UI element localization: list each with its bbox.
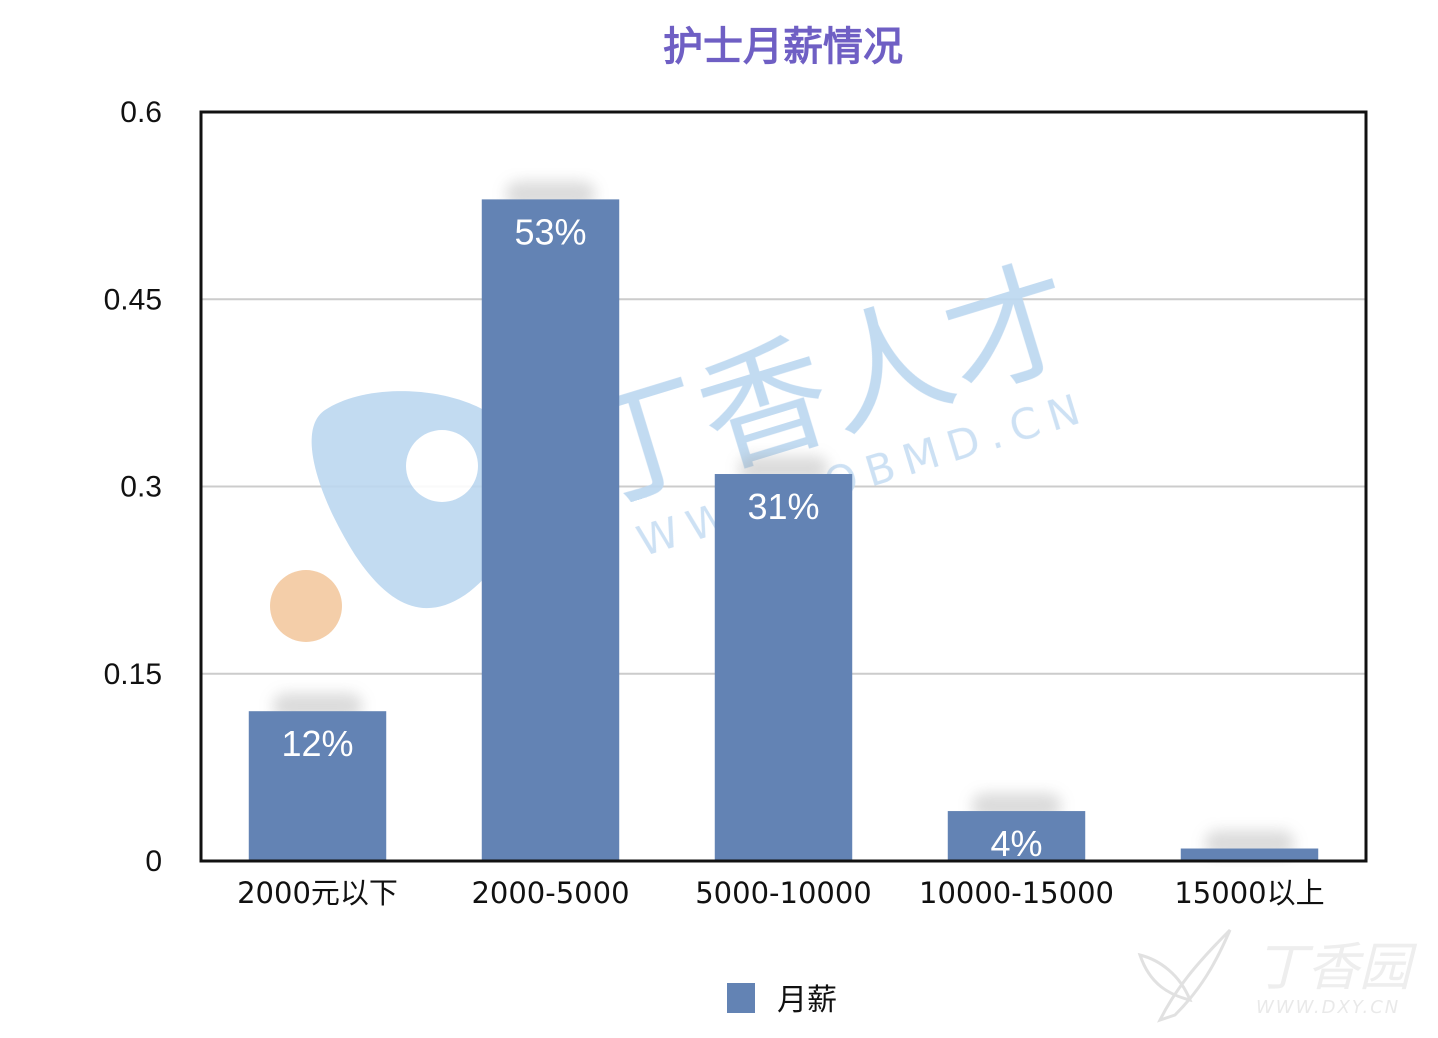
corner-watermark-url: WWW.DXY.CN xyxy=(1256,997,1400,1018)
y-tick-label: 0.6 xyxy=(120,96,162,129)
legend-swatch xyxy=(727,983,755,1013)
y-tick-label: 0.15 xyxy=(104,658,162,691)
x-tick-label: 2000-5000 xyxy=(471,876,629,910)
chart-title: 护士月薪情况 xyxy=(663,24,903,70)
bar xyxy=(947,811,1086,861)
watermark-logo: 丁香人才 WWW.JOBMD.CN xyxy=(270,241,1095,642)
data-labels: 12% 53% 31% 4% 1% xyxy=(281,211,1275,901)
bar xyxy=(248,711,387,861)
legend-label: 月薪 xyxy=(777,983,837,1018)
bar-data-label: 1% xyxy=(1223,861,1275,902)
bar xyxy=(1180,848,1319,861)
watermark-drop-icon xyxy=(311,391,526,609)
x-tick-label: 10000-15000 xyxy=(919,876,1114,910)
bar-data-label: 53% xyxy=(514,211,586,252)
bar xyxy=(481,199,620,862)
x-tick-label: 2000元以下 xyxy=(237,876,398,910)
corner-watermark: 丁香园 WWW.DXY.CN xyxy=(1137,928,1418,1023)
y-axis-ticks: 0 0.15 0.3 0.45 0.6 xyxy=(104,96,162,878)
bar-data-label: 12% xyxy=(281,723,353,764)
bar-data-label: 31% xyxy=(747,486,819,527)
x-tick-label: 5000-10000 xyxy=(695,876,872,910)
bars xyxy=(248,181,1319,862)
watermark-orange-dot xyxy=(270,570,342,642)
y-tick-label: 0.3 xyxy=(120,471,162,504)
y-tick-label: 0.45 xyxy=(104,283,162,316)
bar-data-label: 4% xyxy=(990,823,1042,864)
x-tick-label: 15000以上 xyxy=(1174,876,1324,910)
corner-flower-icon xyxy=(1137,928,1232,1023)
watermark-drop-hole xyxy=(406,430,478,502)
legend: 月薪 xyxy=(727,983,837,1018)
x-axis-labels: 2000元以下 2000-5000 5000-10000 10000-15000 150… xyxy=(237,876,1325,910)
bar xyxy=(714,474,853,861)
plot-frame xyxy=(199,110,1368,863)
y-tick-label: 0 xyxy=(145,845,162,878)
corner-watermark-text: 丁香园 xyxy=(1255,938,1418,998)
